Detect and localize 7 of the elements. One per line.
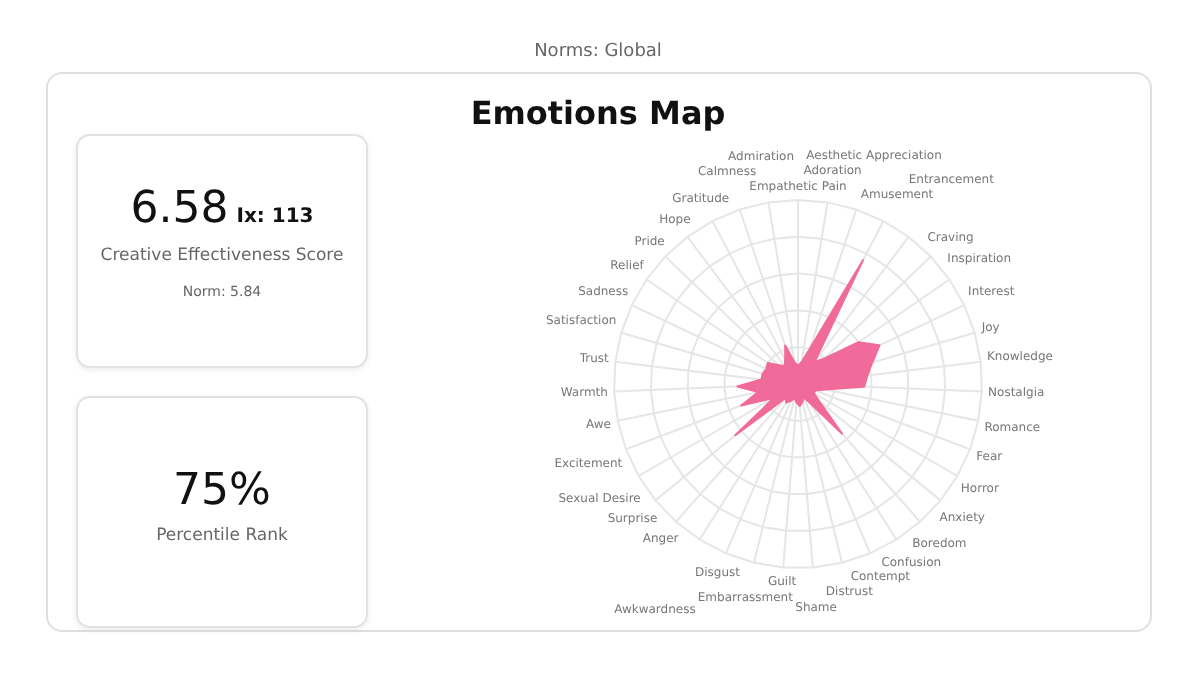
text: Norms: Global [532, 42, 664, 62]
text: Ix: 113 [236, 206, 314, 228]
text: Creative Effectiveness Score [98, 246, 346, 266]
text: 6.58 [130, 184, 229, 234]
chart-title: Emotions Map [468, 94, 728, 132]
text: 75% [171, 466, 273, 516]
text: Percentile Rank [154, 526, 290, 546]
